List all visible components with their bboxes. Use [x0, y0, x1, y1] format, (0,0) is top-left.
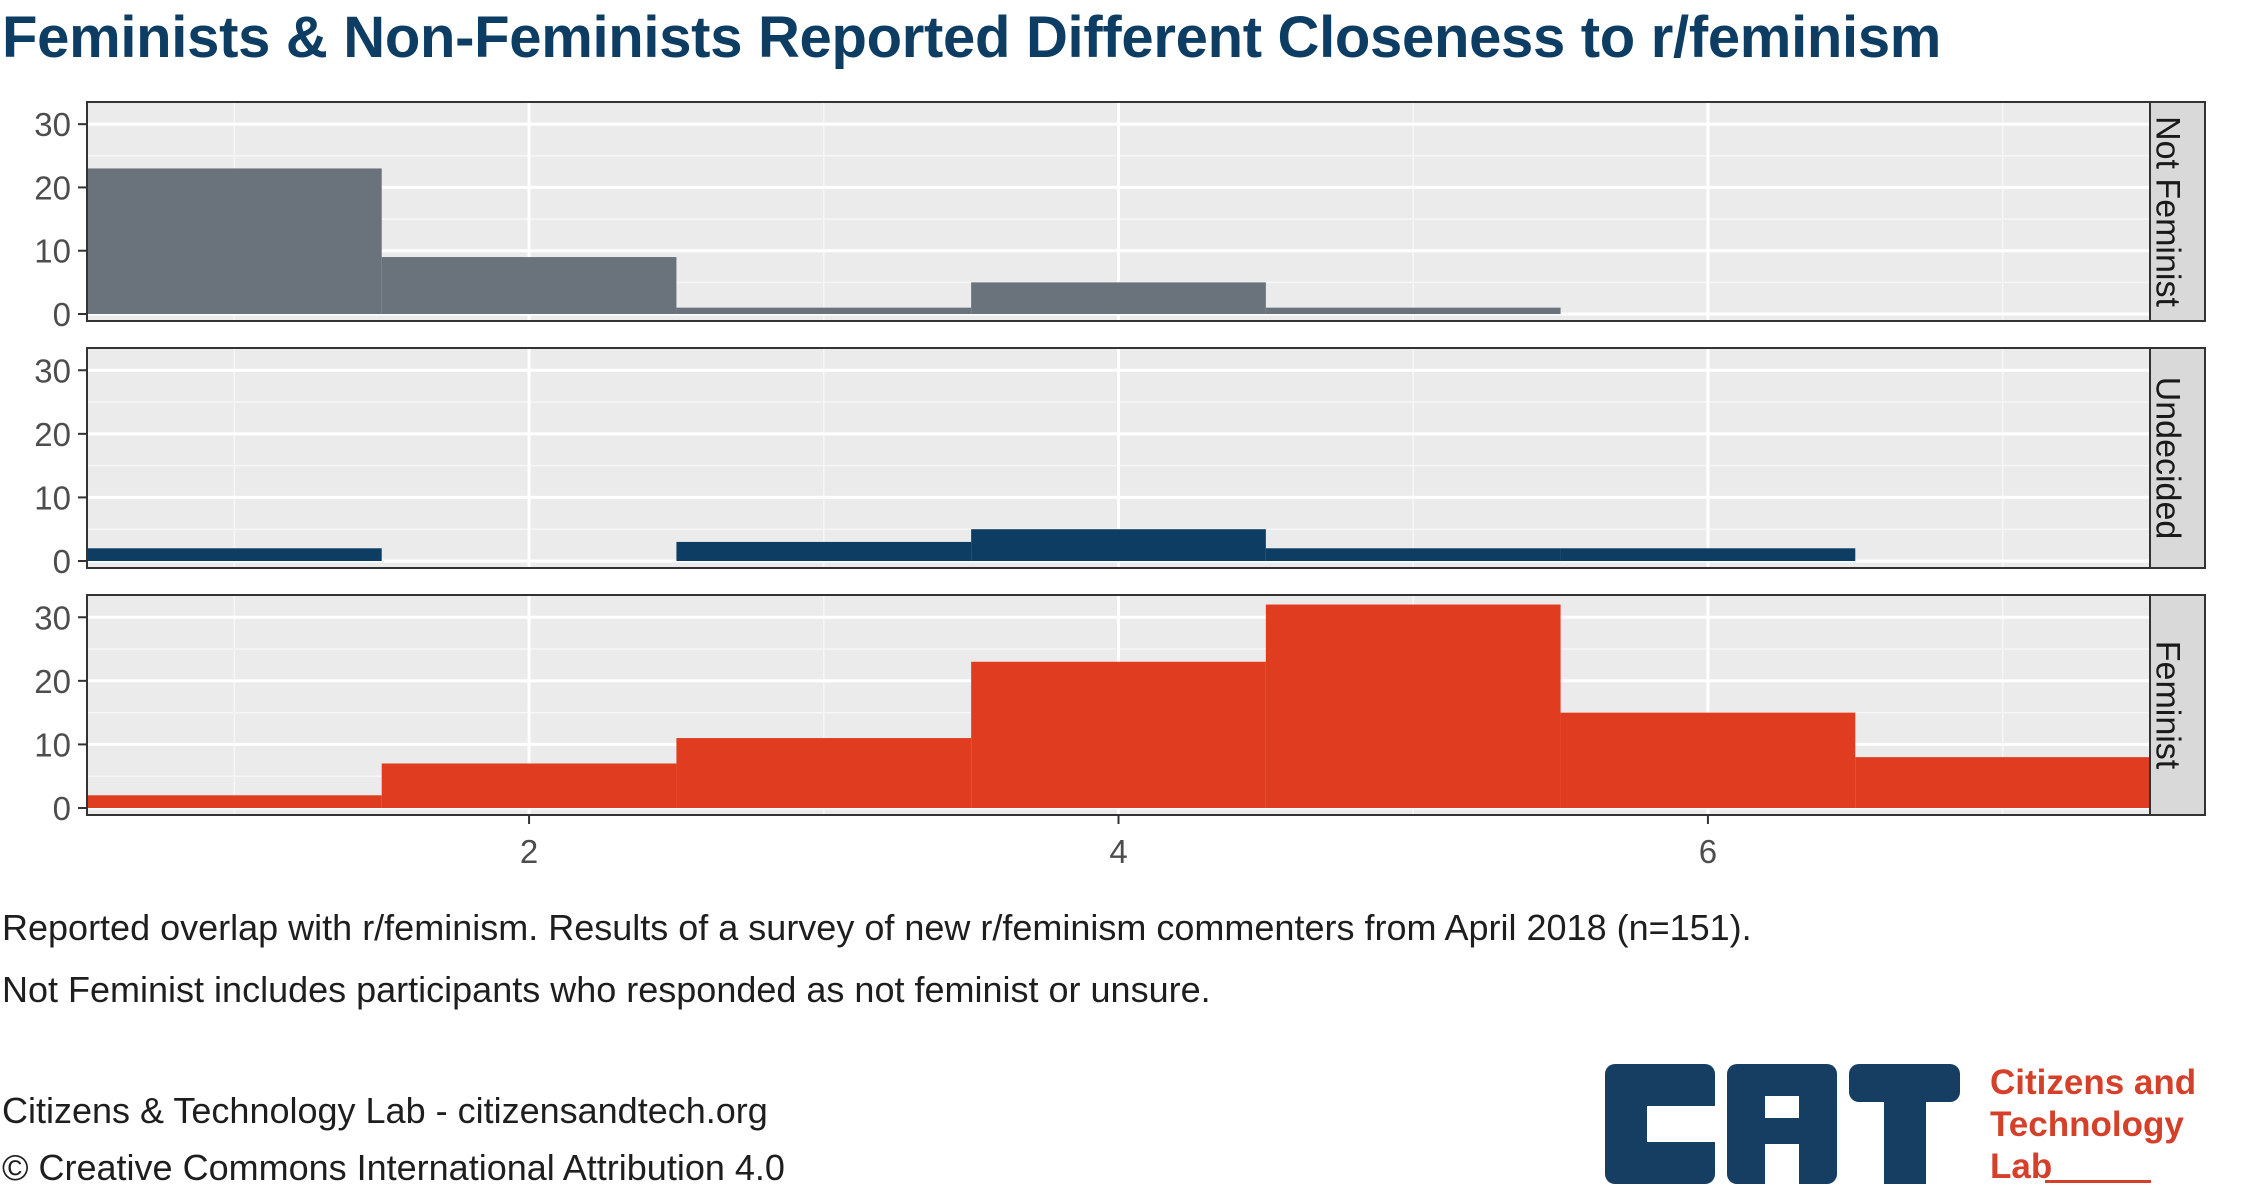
facet-strip — [2149, 594, 2206, 816]
y-tick-label: 0 — [53, 296, 71, 333]
histogram-bar — [676, 541, 972, 561]
histogram-bar — [971, 661, 1266, 808]
y-tick-label: 10 — [34, 233, 71, 270]
facet-strip-label: Undecided — [2149, 377, 2187, 540]
histogram-bar — [87, 548, 382, 561]
histogram-bar — [87, 168, 382, 314]
y-tick-label: 20 — [34, 416, 71, 453]
logo-text-line-2: Technology — [1990, 1105, 2184, 1144]
y-tick-label: 0 — [53, 543, 71, 580]
facet-strip-label: Feminist — [2149, 641, 2187, 770]
histogram-bar — [87, 795, 382, 808]
y-tick-label: 20 — [34, 169, 71, 206]
cat-logo: Citizens and Technology Lab — [1605, 1062, 2245, 1192]
y-tick-label: 30 — [34, 599, 71, 636]
histogram-bar — [1855, 757, 2150, 808]
histogram-bar — [971, 282, 1266, 314]
histogram-bar — [1265, 604, 1561, 808]
y-tick-label: 10 — [34, 726, 71, 763]
histogram-bar — [1560, 712, 1856, 808]
credit-line-1: Citizens & Technology Lab - citizensandt… — [2, 1090, 768, 1131]
cat-logo-mark — [1605, 1064, 1960, 1184]
logo-text-line-1: Citizens and — [1990, 1063, 2197, 1102]
histogram-bar — [381, 257, 677, 314]
histogram-bar — [381, 763, 677, 808]
logo-text-line-3: Lab — [1990, 1147, 2053, 1186]
histogram-bar — [971, 529, 1266, 561]
chart-title: Feminists & Non-Feminists Reported Diffe… — [2, 5, 1942, 70]
facet-strip-label: Not Feminist — [2149, 116, 2187, 307]
facet-strip — [2149, 347, 2206, 569]
credit-line-2: © Creative Commons International Attribu… — [2, 1147, 785, 1188]
y-tick-label: 30 — [34, 352, 71, 389]
histogram-bar — [1265, 548, 1561, 561]
x-tick-label: 6 — [1699, 833, 1717, 870]
histogram-bar — [1560, 548, 1856, 561]
histogram-bar — [1265, 307, 1561, 314]
faceted-histogram: Not Feminist0102030Undecided0102030Femin… — [34, 101, 2206, 870]
y-tick-label: 30 — [34, 106, 71, 143]
histogram-bar — [676, 307, 972, 314]
histogram-bar — [676, 738, 972, 808]
y-tick-label: 0 — [53, 790, 71, 827]
x-tick-label: 2 — [520, 833, 538, 870]
caption-line-1: Reported overlap with r/feminism. Result… — [2, 907, 1752, 948]
y-tick-label: 20 — [34, 663, 71, 700]
logo-underline — [2045, 1180, 2151, 1183]
cat-logo-wordmark: Citizens and Technology Lab — [1990, 1062, 2196, 1188]
x-tick-label: 4 — [1109, 833, 1127, 870]
facet-strip — [2149, 101, 2206, 322]
caption-line-2: Not Feminist includes participants who r… — [2, 969, 1211, 1010]
y-tick-label: 10 — [34, 479, 71, 516]
